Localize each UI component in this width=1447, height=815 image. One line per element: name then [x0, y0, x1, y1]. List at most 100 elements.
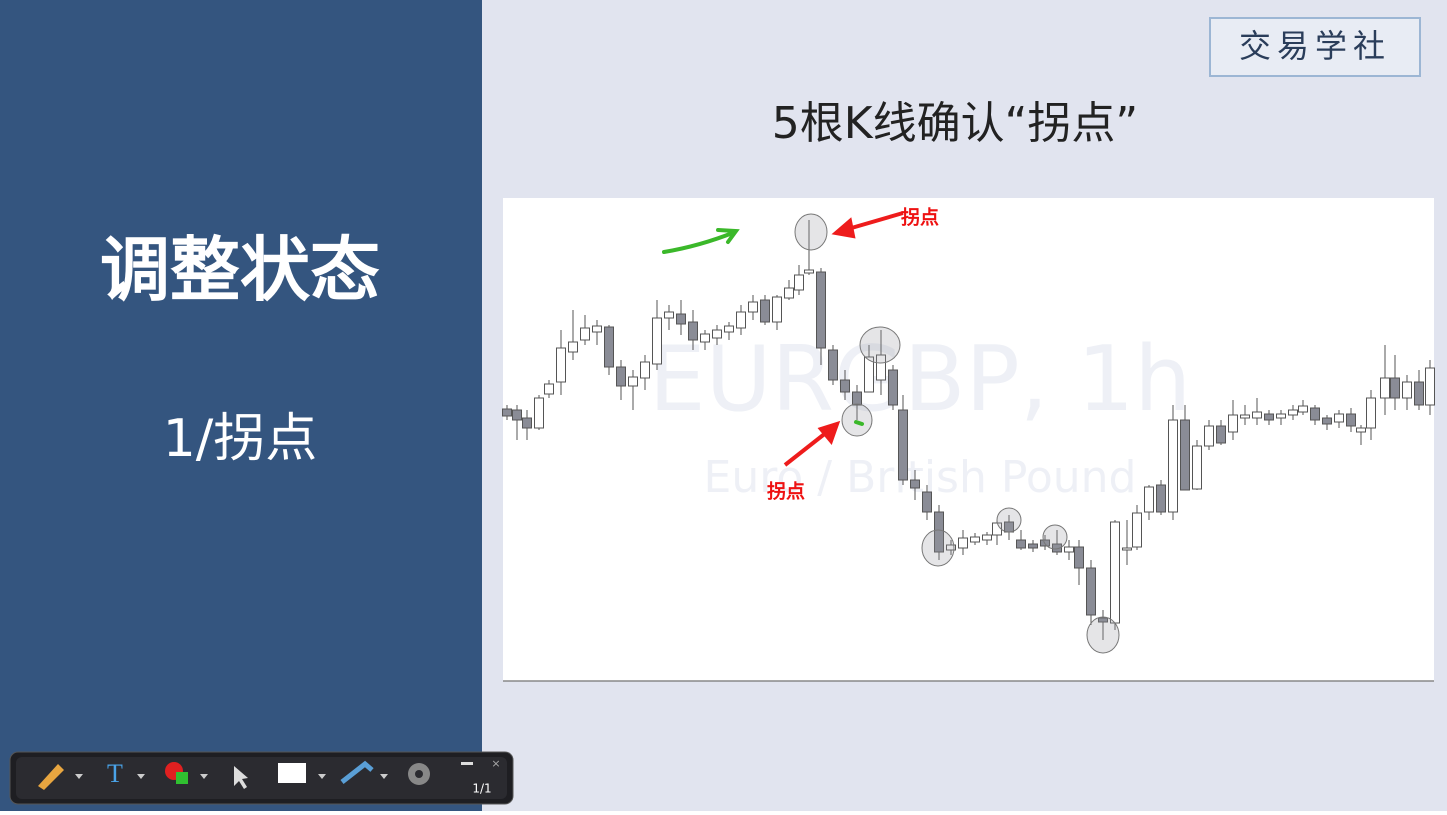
candle-body — [864, 356, 874, 393]
candle-body — [982, 534, 992, 541]
candle-body — [934, 511, 944, 553]
sidebar-title: 调整状态 — [100, 229, 380, 311]
candle-body — [1028, 543, 1038, 549]
candle-body — [828, 349, 838, 381]
candle-body — [724, 325, 734, 333]
candle-body — [1380, 377, 1390, 399]
candle-body — [1366, 397, 1376, 429]
candle-body — [676, 313, 686, 325]
candle-body — [1110, 521, 1120, 624]
candle-body — [1156, 484, 1166, 513]
candle-body — [1390, 377, 1400, 399]
candle-body — [1180, 419, 1190, 491]
candle-body — [512, 409, 522, 421]
candle-body — [1074, 546, 1084, 569]
candle-body — [712, 329, 722, 339]
slide-title: 5根K线确认“拐点” — [772, 98, 1138, 149]
candle-body — [1052, 543, 1062, 553]
candle-body — [748, 301, 758, 313]
candle-body — [700, 333, 710, 343]
dropdown[interactable] — [75, 774, 83, 779]
dropdown[interactable] — [380, 774, 388, 779]
settings-hole — [415, 770, 423, 778]
shape-tool-square[interactable] — [176, 772, 188, 784]
candle-body — [1122, 547, 1132, 551]
candle-body — [1144, 486, 1154, 513]
candle-body — [502, 408, 512, 417]
pointer-tool[interactable] — [234, 766, 248, 789]
minimize-button[interactable] — [461, 762, 473, 765]
green-mark — [854, 420, 864, 426]
watermark-name: Euro / British Pound — [704, 452, 1137, 503]
candle-body — [1086, 567, 1096, 616]
brand-box — [1209, 17, 1421, 77]
annotation: 拐点 — [767, 480, 805, 503]
candle-body — [1346, 413, 1356, 427]
candle-body — [534, 397, 544, 429]
candle-body — [876, 354, 886, 381]
candle-body — [592, 325, 602, 333]
highlight — [841, 403, 873, 437]
candle-body — [664, 311, 674, 319]
highlight — [794, 213, 828, 251]
candle-body — [652, 317, 662, 365]
candle-body — [946, 544, 956, 551]
candle-body — [628, 376, 638, 387]
candle-body — [840, 379, 850, 393]
text-tool[interactable]: T — [107, 759, 123, 788]
candle-body — [1356, 427, 1366, 433]
candle-body — [1064, 546, 1074, 553]
candles — [502, 220, 1435, 640]
candle-body — [760, 299, 770, 323]
arrow-head — [817, 420, 841, 445]
highlight — [921, 529, 955, 567]
candle-body — [888, 369, 898, 406]
candle-body — [970, 536, 980, 543]
candle-body — [1264, 413, 1274, 421]
candle-body — [1132, 512, 1142, 548]
candle-body — [1016, 539, 1026, 549]
dropdown[interactable] — [137, 774, 145, 779]
candle-body — [958, 537, 968, 549]
sidebar-subtitle: 1/拐点 — [163, 409, 318, 469]
dropdowns — [75, 774, 388, 779]
dropdown[interactable] — [200, 774, 208, 779]
highlight — [1086, 616, 1120, 654]
candle-body — [852, 391, 862, 406]
pen-tool[interactable] — [38, 764, 64, 790]
candle-body — [640, 361, 650, 379]
page-indicator: 1/1 — [472, 782, 491, 796]
eraser-tool[interactable] — [340, 760, 374, 784]
candle-body — [1098, 617, 1108, 623]
candle-body — [616, 366, 626, 387]
candle-body — [898, 409, 908, 481]
candle-body — [1276, 413, 1286, 419]
candle-body — [1288, 409, 1298, 416]
close-button[interactable]: × — [491, 757, 500, 770]
candle-body — [568, 341, 578, 353]
chart-area — [503, 198, 1434, 681]
sidebar — [0, 0, 482, 811]
candle-body — [1298, 405, 1308, 413]
color-tool[interactable] — [278, 763, 306, 783]
candle-body — [604, 326, 614, 368]
candle-body — [1192, 445, 1202, 490]
candle-body — [804, 269, 814, 274]
candle-body — [1228, 414, 1238, 433]
watermark-symbol: EURGBP, 1h — [649, 327, 1192, 432]
candle-body — [556, 347, 566, 383]
green-arrow — [662, 228, 740, 254]
highlight — [1042, 524, 1068, 550]
highlight — [996, 507, 1022, 533]
candle-body — [522, 417, 532, 429]
candle-body — [1334, 413, 1344, 423]
highlight — [859, 326, 901, 364]
candle-body — [544, 383, 554, 395]
candle-body — [1240, 414, 1250, 419]
candle-body — [772, 296, 782, 323]
dropdown[interactable] — [318, 774, 326, 779]
candle-body — [1414, 381, 1424, 406]
arrow-head — [831, 217, 856, 239]
arrow — [783, 430, 829, 467]
toolbar-inner — [16, 757, 507, 799]
